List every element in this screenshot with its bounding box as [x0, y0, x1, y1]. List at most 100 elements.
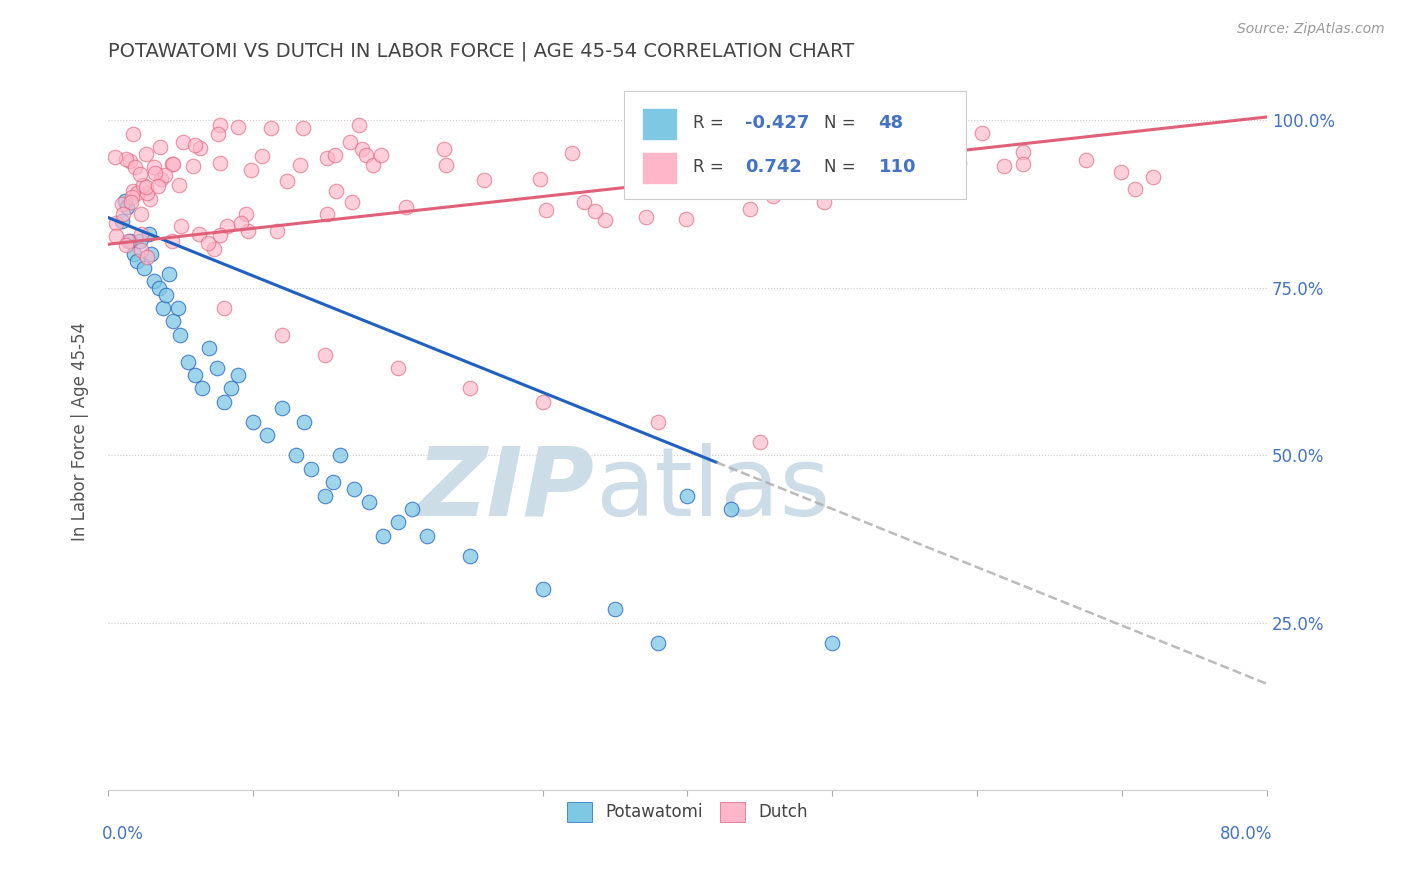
Point	[169, 327, 191, 342]
Point	[135, 147, 157, 161]
Point	[236, 224, 259, 238]
Point	[162, 157, 184, 171]
Point	[572, 194, 595, 209]
Point	[433, 142, 456, 156]
Point	[122, 184, 145, 198]
Point	[474, 173, 496, 187]
Point	[387, 516, 409, 530]
Point	[128, 234, 150, 248]
Point	[754, 121, 776, 136]
Point	[141, 247, 163, 261]
Point	[122, 247, 145, 261]
Point	[972, 127, 994, 141]
Text: 110: 110	[879, 158, 917, 177]
Point	[169, 178, 191, 193]
Point	[782, 146, 804, 161]
Text: atlas: atlas	[595, 442, 830, 536]
Point	[181, 159, 204, 173]
Point	[322, 475, 344, 490]
Point	[323, 147, 346, 161]
Point	[415, 529, 437, 543]
Point	[235, 207, 257, 221]
Bar	[644, 153, 676, 183]
Point	[256, 428, 278, 442]
Point	[242, 415, 264, 429]
Point	[150, 172, 173, 186]
Point	[647, 636, 669, 650]
Point	[844, 120, 866, 135]
Point	[534, 202, 557, 217]
Legend: Potawatomi, Dutch: Potawatomi, Dutch	[561, 795, 814, 829]
Point	[125, 186, 148, 201]
Point	[138, 227, 160, 242]
Point	[129, 167, 152, 181]
Point	[285, 448, 308, 462]
Point	[112, 207, 135, 221]
Text: N =: N =	[824, 158, 856, 177]
Point	[121, 190, 143, 204]
Point	[239, 162, 262, 177]
Text: 0.0%: 0.0%	[103, 825, 143, 843]
Point	[813, 194, 835, 209]
Point	[270, 327, 292, 342]
Point	[329, 448, 352, 462]
Point	[153, 169, 176, 183]
Point	[132, 178, 155, 192]
Point	[229, 216, 252, 230]
Point	[647, 180, 669, 194]
Point	[114, 194, 136, 208]
Point	[104, 150, 127, 164]
Point	[340, 195, 363, 210]
Point	[162, 314, 184, 328]
Text: 48: 48	[879, 114, 904, 132]
Point	[561, 145, 583, 160]
Point	[115, 201, 138, 215]
Point	[198, 341, 221, 355]
Point	[647, 415, 669, 429]
Point	[148, 281, 170, 295]
Point	[191, 381, 214, 395]
Point	[1123, 181, 1146, 195]
Point	[228, 368, 250, 382]
Point	[184, 137, 207, 152]
Point	[111, 197, 134, 211]
Point	[395, 201, 418, 215]
Point	[762, 188, 785, 202]
Point	[314, 348, 336, 362]
Text: N =: N =	[824, 114, 856, 132]
Point	[215, 219, 238, 234]
Point	[187, 227, 209, 241]
Point	[184, 368, 207, 382]
Text: Source: ZipAtlas.com: Source: ZipAtlas.com	[1237, 22, 1385, 37]
Text: R =: R =	[693, 114, 730, 132]
Point	[928, 126, 950, 140]
Point	[373, 529, 395, 543]
Point	[143, 274, 166, 288]
Point	[115, 152, 138, 166]
Point	[350, 142, 373, 156]
Point	[593, 213, 616, 227]
Point	[117, 235, 139, 249]
Point	[993, 159, 1015, 173]
Point	[339, 135, 361, 149]
Point	[672, 131, 695, 145]
Point	[260, 120, 283, 135]
Point	[583, 203, 606, 218]
Point	[135, 186, 157, 201]
Point	[357, 495, 380, 509]
Point	[270, 401, 292, 416]
Point	[299, 461, 322, 475]
Point	[434, 158, 457, 172]
Point	[676, 489, 699, 503]
Point	[325, 184, 347, 198]
Point	[292, 120, 315, 135]
Point	[138, 192, 160, 206]
FancyBboxPatch shape	[624, 91, 966, 199]
Point	[120, 194, 142, 209]
Point	[170, 219, 193, 233]
Point	[143, 166, 166, 180]
Point	[1012, 157, 1035, 171]
Point	[124, 160, 146, 174]
Point	[738, 202, 761, 217]
Point	[1074, 153, 1097, 167]
